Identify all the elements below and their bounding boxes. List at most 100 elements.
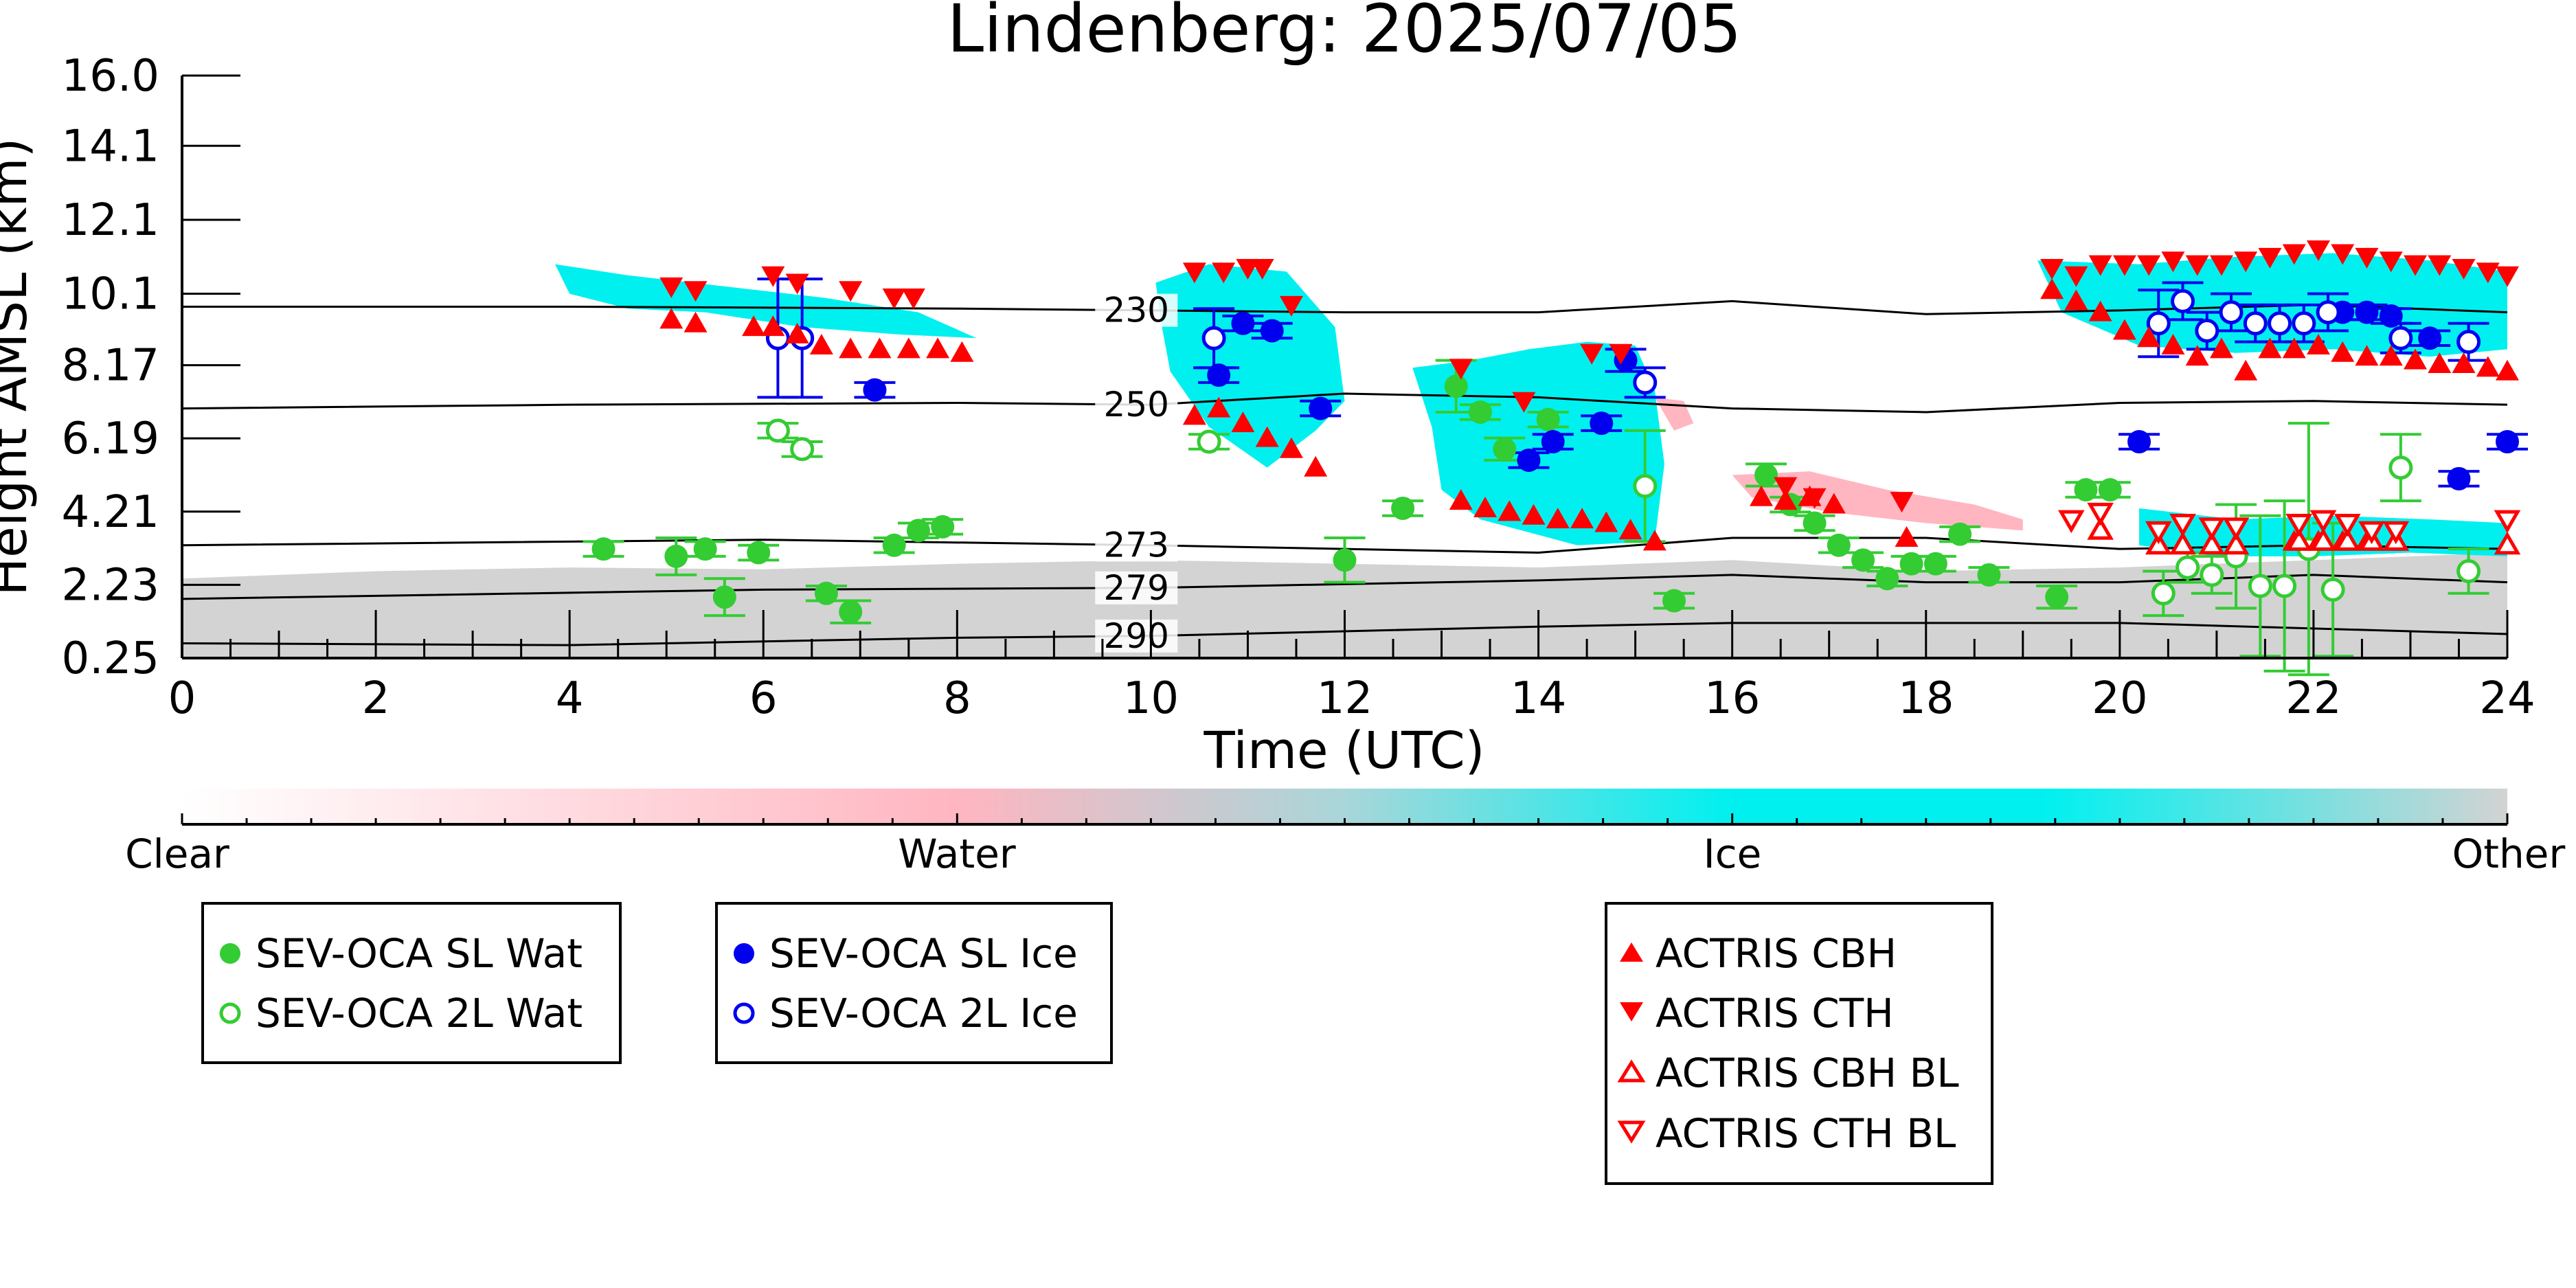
legend-actris: ACTRIS CBH ACTRIS CTH ACTRIS CBH BL ACTR… bbox=[1605, 902, 1993, 1185]
contour-label-290: 290 bbox=[1104, 616, 1169, 656]
point-sev-oca-2l-ice-4 bbox=[2146, 311, 2171, 336]
point-actris-cbh-13 bbox=[1231, 411, 1255, 433]
point-sev-oca-sl-ice-12 bbox=[2379, 304, 2403, 328]
region-ice-3 bbox=[1412, 341, 1664, 545]
point-actris-cbh-15 bbox=[1279, 437, 1303, 458]
point-actris-cth-bl-8 bbox=[2334, 513, 2361, 537]
y-tick-label: 16.0 bbox=[62, 51, 160, 102]
point-sev-oca-sl-wat-16 bbox=[1662, 589, 1686, 613]
point-sev-oca-sl-wat-6 bbox=[839, 600, 863, 624]
point-sev-oca-2l-ice-11 bbox=[2316, 300, 2340, 325]
point-sev-oca-sl-ice-6 bbox=[1541, 430, 1565, 454]
point-actris-cbh-17 bbox=[1449, 489, 1473, 510]
contour-label-273: 273 bbox=[1104, 525, 1169, 565]
chart-title: Lindenberg: 2025/07/05 bbox=[947, 0, 1742, 67]
point-sev-oca-sl-wat-15 bbox=[1536, 407, 1560, 431]
point-actris-cbh-2 bbox=[742, 315, 766, 337]
point-actris-cth-24 bbox=[2161, 251, 2185, 273]
point-actris-cbh-29 bbox=[1822, 493, 1846, 514]
point-actris-cbh-7 bbox=[868, 337, 892, 359]
point-actris-cth-32 bbox=[2355, 247, 2379, 269]
point-actris-cth-7 bbox=[1182, 262, 1206, 284]
point-sev-oca-sl-wat-10 bbox=[1333, 548, 1357, 572]
legend-water: SEV-OCA SL Wat SEV-OCA 2L Wat bbox=[201, 902, 622, 1064]
point-actris-cth-16 bbox=[1774, 477, 1798, 498]
point-sev-oca-sl-wat-12 bbox=[1444, 374, 1468, 398]
point-actris-cth-bl-4 bbox=[2198, 517, 2226, 541]
point-sev-oca-2l-ice-2 bbox=[1201, 326, 1226, 350]
point-actris-cbh-10 bbox=[950, 341, 974, 362]
point-actris-cbh-14 bbox=[1255, 426, 1279, 447]
point-actris-cbh-43 bbox=[2331, 341, 2355, 362]
point-actris-cth-29 bbox=[2282, 244, 2306, 265]
point-actris-cbh-48 bbox=[2452, 352, 2476, 373]
x-ticks: 0 2 4 6 8 10 12 14 16 18 20 22 24 bbox=[168, 610, 2535, 724]
point-actris-cth-5 bbox=[882, 289, 906, 310]
point-actris-cbh-20 bbox=[1522, 504, 1546, 525]
legend-marker-cth bbox=[1620, 1002, 1643, 1021]
point-sev-oca-2l-ice-8 bbox=[2243, 311, 2268, 336]
x-tick-label: 6 bbox=[749, 673, 778, 724]
point-actris-cbh-22 bbox=[1570, 508, 1594, 529]
point-sev-oca-2l-ice-3 bbox=[1633, 370, 1658, 395]
point-actris-cbh-35 bbox=[2137, 326, 2161, 348]
point-sev-oca-sl-ice-13 bbox=[2418, 326, 2442, 350]
point-sev-oca-2l-wat-6 bbox=[2200, 563, 2224, 587]
point-actris-cth-20 bbox=[2064, 266, 2088, 287]
point-sev-oca-2l-ice-6 bbox=[2195, 319, 2219, 343]
x-tick-label: 10 bbox=[1123, 673, 1179, 724]
contour-250 bbox=[182, 392, 2507, 414]
point-sev-oca-sl-wat-24 bbox=[1923, 552, 1947, 576]
point-actris-cth-12 bbox=[1449, 359, 1473, 380]
point-sev-oca-sl-wat-5 bbox=[814, 581, 838, 605]
point-sev-oca-2l-wat-1 bbox=[790, 437, 815, 462]
point-sev-oca-2l-ice-13 bbox=[2456, 330, 2481, 354]
x-tick-label: 24 bbox=[2479, 673, 2535, 724]
y-tick-label: 12.1 bbox=[62, 195, 160, 246]
point-actris-cbh-3 bbox=[761, 315, 785, 337]
point-actris-cbh-6 bbox=[839, 337, 863, 359]
point-actris-cth-13 bbox=[1512, 392, 1536, 413]
legend-label-cbh: ACTRIS CBH bbox=[1656, 930, 1897, 977]
point-actris-cth-bl-11 bbox=[2494, 510, 2521, 534]
point-actris-cbh-46 bbox=[2404, 348, 2428, 370]
point-sev-oca-sl-wat-11 bbox=[1391, 496, 1415, 520]
legend-marker-cth-bl bbox=[1617, 1120, 1646, 1144]
point-actris-cbh-26 bbox=[1749, 485, 1773, 506]
point-sev-oca-sl-wat-2 bbox=[693, 537, 717, 561]
colorbar-label-other: Other bbox=[2452, 831, 2566, 877]
point-actris-cth-35 bbox=[2428, 255, 2452, 276]
colorbar: Clear Water Ice Other bbox=[125, 789, 2565, 877]
legend-marker-sl-wat bbox=[220, 943, 240, 964]
legend-label-sl-ice: SEV-OCA SL Ice bbox=[769, 930, 1078, 977]
legend-label-cbh-bl: ACTRIS CBH BL bbox=[1656, 1050, 1959, 1096]
point-actris-cth-1 bbox=[683, 281, 708, 302]
legend-label-2l-ice: SEV-OCA 2L Ice bbox=[769, 990, 1078, 1037]
point-actris-cth-4 bbox=[839, 281, 863, 302]
x-tick-label: 16 bbox=[1704, 673, 1760, 724]
point-sev-oca-sl-ice-2 bbox=[1231, 311, 1255, 335]
point-actris-cbh-bl-6 bbox=[2309, 528, 2337, 551]
x-tick-label: 2 bbox=[362, 673, 390, 724]
colorbar-label-water: Water bbox=[898, 831, 1016, 877]
contour-label-230: 230 bbox=[1104, 291, 1169, 330]
point-sev-oca-2l-ice-12 bbox=[2388, 326, 2413, 350]
point-sev-oca-sl-wat-21 bbox=[1851, 548, 1875, 572]
x-tick-label: 8 bbox=[943, 673, 971, 724]
contour-label-250: 250 bbox=[1104, 385, 1169, 425]
point-actris-cth-15 bbox=[1609, 343, 1633, 365]
y-tick-label: 2.23 bbox=[62, 560, 160, 611]
point-sev-oca-sl-wat-22 bbox=[1875, 567, 1899, 591]
point-actris-cth-bl-2 bbox=[2145, 521, 2172, 545]
region-water-7 bbox=[1654, 397, 1694, 431]
point-actris-cth-bl-9 bbox=[2358, 521, 2385, 545]
point-sev-oca-sl-ice-4 bbox=[1309, 396, 1333, 420]
point-actris-cth-6 bbox=[901, 289, 925, 310]
point-sev-oca-sl-ice-15 bbox=[2496, 430, 2519, 454]
legend-label-cth: ACTRIS CTH bbox=[1656, 990, 1894, 1037]
point-actris-cth-14 bbox=[1580, 343, 1604, 365]
x-axis-label: Time (UTC) bbox=[1203, 721, 1484, 780]
point-actris-cbh-18 bbox=[1473, 496, 1498, 517]
point-actris-cth-bl-7 bbox=[2309, 510, 2337, 534]
y-tick-label: 8.17 bbox=[62, 341, 160, 392]
